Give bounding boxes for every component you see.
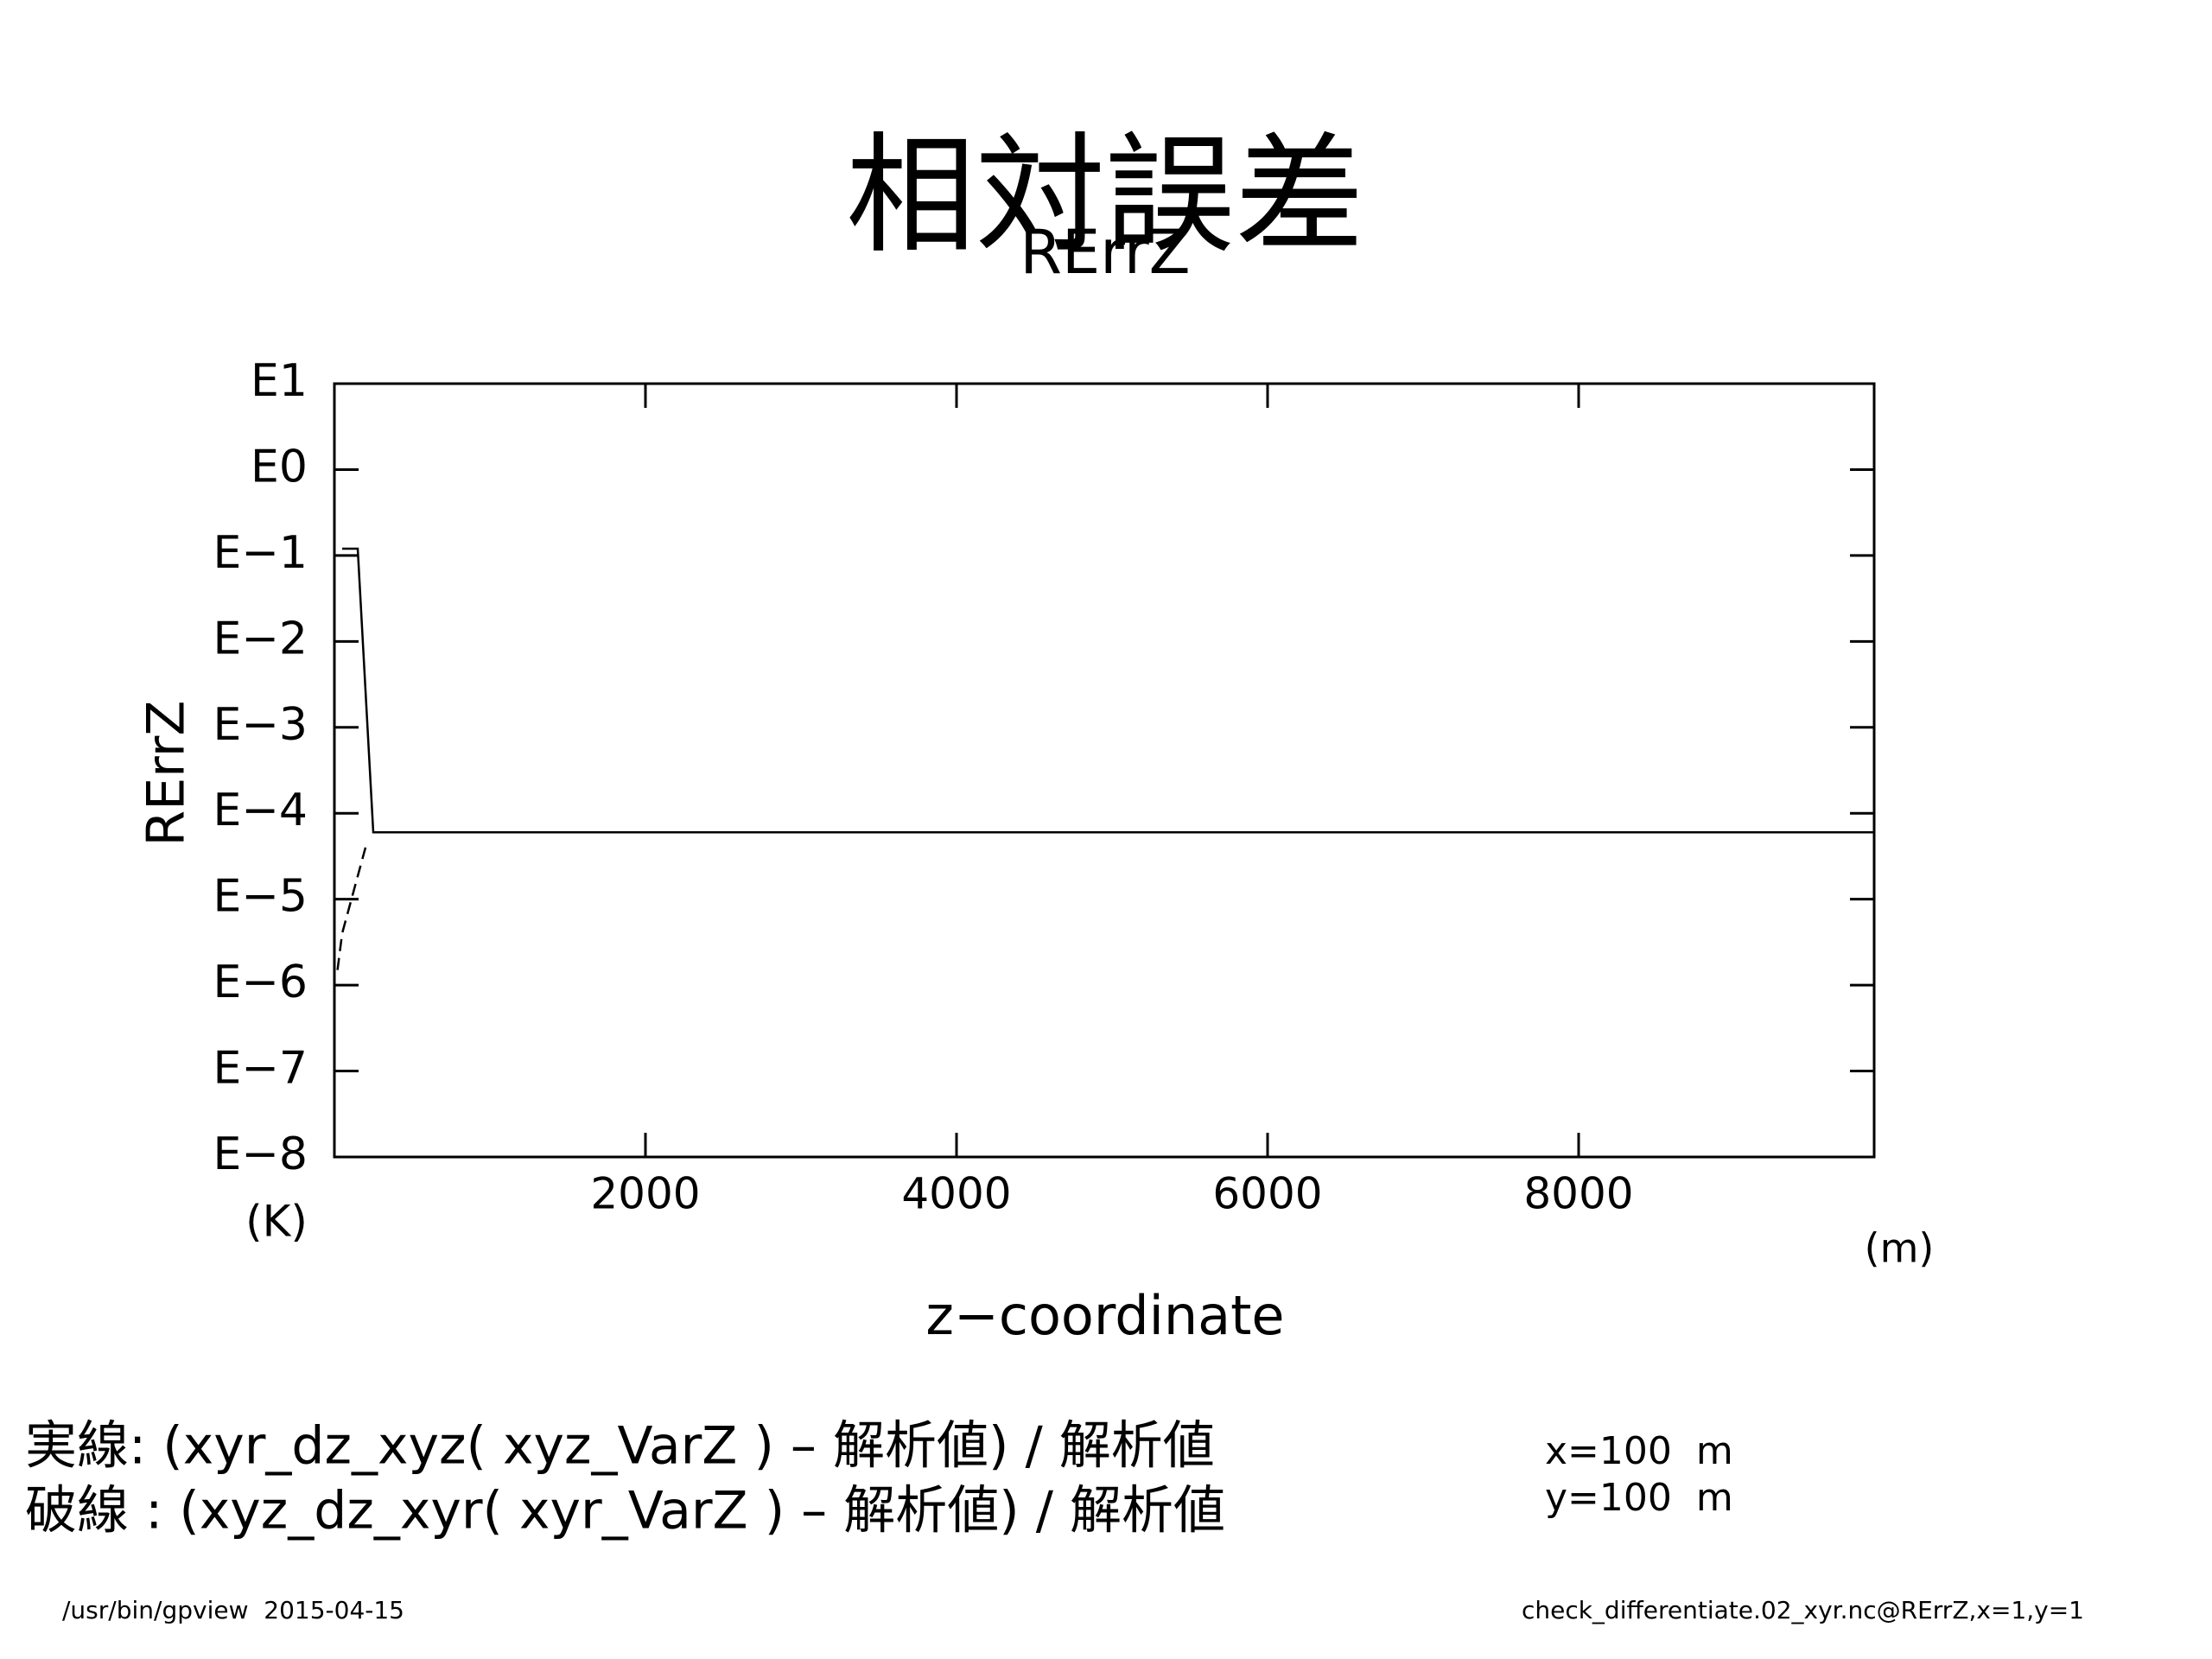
y-tick-label: E−1: [213, 527, 308, 579]
x-unit: (m): [1865, 1225, 1935, 1272]
x-tick-label: 8000: [1523, 1169, 1633, 1219]
y-tick-label: E−7: [213, 1043, 308, 1095]
y-unit: (K): [245, 1197, 308, 1247]
note: 実線: (xyr_dz_xyz( xyz_VarZ ) – 解析値) / 解析値: [25, 1416, 1215, 1477]
footer: check_differentiate.02_xyr.nc@RErrZ,x=1,…: [1522, 1596, 2084, 1624]
x-tick-label: 6000: [1212, 1169, 1322, 1219]
y-tick-label: E0: [251, 441, 308, 493]
y-tick-label: E1: [251, 355, 308, 407]
x-tick-label: 2000: [590, 1169, 700, 1219]
x-axis-label: z−coordinate: [925, 1284, 1284, 1347]
footer: /usr/bin/gpview 2015-04-15: [62, 1596, 404, 1624]
note: 破線 : (xyz_dz_xyr( xyr_VarZ ) – 解析値) / 解析…: [25, 1481, 1225, 1541]
chart-title: 相対誤差: [846, 121, 1364, 271]
x-tick-label: 4000: [901, 1169, 1011, 1219]
coord: y=100 m: [1545, 1476, 1733, 1520]
coord: x=100 m: [1545, 1429, 1733, 1473]
series-line: [336, 847, 367, 970]
plot-title: RErrZ: [1020, 217, 1190, 288]
y-tick-label: E−4: [213, 785, 308, 836]
y-tick-label: E−5: [213, 871, 308, 923]
y-tick-label: E−6: [213, 957, 308, 1008]
y-tick-label: E−8: [213, 1128, 308, 1180]
y-tick-label: E−2: [213, 613, 308, 664]
series-line: [342, 547, 1874, 834]
y-tick-label: E−3: [213, 699, 308, 751]
y-axis-label: RErrZ: [137, 701, 197, 847]
plot-frame: [333, 382, 1876, 1159]
